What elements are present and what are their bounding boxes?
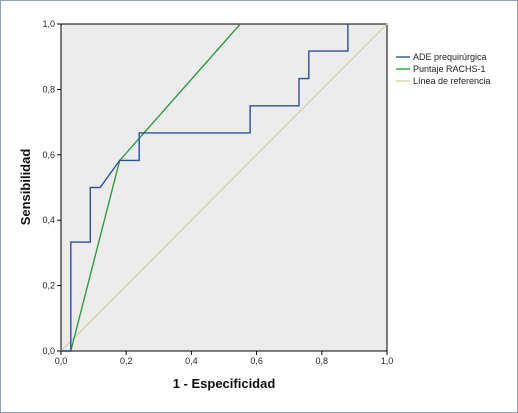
legend-label: Línea de referencia	[413, 76, 491, 86]
x-tick-label: 0,6	[250, 356, 263, 366]
y-axis: 0,0 0,2 0,4 0,6 0,8 1,0	[42, 19, 61, 356]
y-tick-label: 1,0	[42, 19, 55, 29]
y-tick-label: 0,8	[42, 84, 55, 94]
series-line-ade-prequirurgica	[61, 24, 349, 352]
legend: ADE prequirúrgica Puntaje RACHS-1 Línea de…	[396, 52, 491, 86]
x-tick-label: 0,0	[55, 356, 68, 366]
series-line-linea-de-referencia	[60, 23, 388, 352]
legend-label: Puntaje RACHS-1	[413, 64, 486, 74]
x-axis: 0,0 0,2 0,4 0,6 0,8 1,0	[55, 351, 394, 366]
x-axis-title: 1 - Especificidad	[173, 376, 276, 391]
x-tick-label: 1,0	[381, 356, 394, 366]
y-tick-label: 0,2	[42, 281, 55, 291]
series-layer	[60, 23, 388, 352]
y-tick-label: 0,4	[42, 215, 55, 225]
y-axis-title: Sensibilidad	[18, 149, 33, 226]
legend-label: ADE prequirúrgica	[413, 52, 487, 62]
y-tick-label: 0,6	[42, 150, 55, 160]
x-tick-label: 0,2	[120, 356, 133, 366]
y-tick-label: 0,0	[42, 346, 55, 356]
x-tick-label: 0,8	[316, 356, 329, 366]
x-tick-label: 0,4	[185, 356, 198, 366]
